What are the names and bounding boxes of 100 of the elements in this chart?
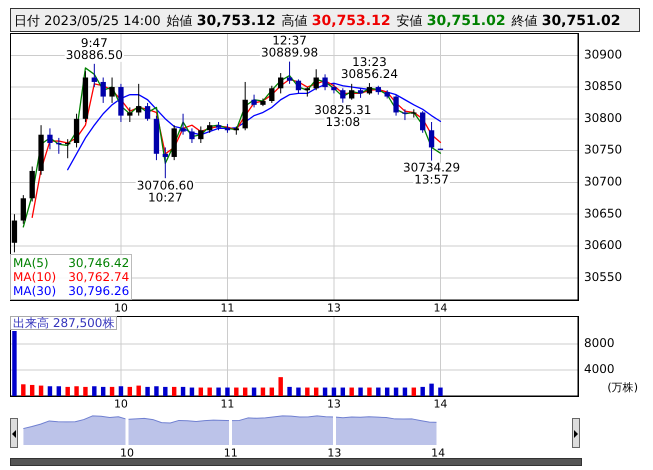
- y-tick-label: 8000: [584, 336, 615, 350]
- candlestick: [296, 78, 302, 94]
- x-tick-label: 10: [114, 397, 128, 410]
- candlestick: [251, 94, 257, 108]
- candlestick: [322, 74, 328, 91]
- candlestick: [56, 137, 62, 154]
- bar: [296, 388, 301, 396]
- x-tick-label: 14: [431, 446, 446, 460]
- candlestick: [144, 102, 150, 122]
- annotation: 13:23 30856.24: [340, 55, 398, 82]
- annotation: 30,746.42: [68, 256, 130, 270]
- candlestick: [269, 85, 274, 104]
- candlestick: [207, 122, 212, 134]
- candlestick: [189, 128, 195, 144]
- bar: [118, 386, 124, 396]
- candlestick: [109, 77, 115, 104]
- annotation: 12:37 30889.98: [260, 34, 318, 60]
- bar: [234, 388, 239, 396]
- y-tick-label: 30600: [584, 238, 622, 252]
- bar: [367, 388, 372, 396]
- candlestick: [162, 146, 168, 179]
- candlestick: [278, 72, 284, 94]
- annotation: 30734.29 13:57: [402, 160, 460, 187]
- bar: [83, 386, 88, 396]
- bar: [30, 384, 34, 396]
- bar: [278, 377, 283, 396]
- x-tick-label: 14: [433, 397, 448, 410]
- bar: [180, 386, 186, 396]
- bar: [358, 388, 363, 396]
- annotation: 30825.31 13:08: [314, 102, 372, 129]
- y-tick-label: 30650: [584, 206, 622, 220]
- text: MA(10): [13, 270, 56, 284]
- x-tick-label: 13: [326, 397, 341, 410]
- y-tick-label: 30550: [584, 270, 622, 284]
- bar: [270, 388, 274, 396]
- bar: [412, 388, 416, 396]
- bar: [340, 388, 346, 396]
- bar: [74, 386, 79, 396]
- bar: [38, 386, 44, 396]
- candlestick: [47, 128, 53, 150]
- candlestick: [127, 106, 132, 122]
- bar: [216, 388, 221, 396]
- bar: [100, 386, 106, 396]
- candlestick: [198, 126, 204, 144]
- candlestick: [358, 88, 364, 98]
- bar: [314, 388, 318, 396]
- y-tick-label: 30850: [584, 79, 622, 94]
- bar: [322, 388, 328, 396]
- bar: [172, 386, 176, 396]
- annotation: 9:47 30886.50: [66, 36, 123, 62]
- bar: [92, 386, 97, 396]
- chart-title: 日付 2023/05/25 14:00: [14, 14, 161, 29]
- x-tick-label: 11: [220, 397, 234, 410]
- bar: [384, 388, 390, 396]
- y-axis-title: (万株): [607, 380, 638, 395]
- candlestick: [340, 88, 346, 104]
- text: 高値 30,753.12: [282, 13, 391, 29]
- x-tick-label: 13: [326, 301, 341, 314]
- candlestick: [92, 63, 97, 88]
- annotation: 30706.60 10:27: [136, 178, 194, 204]
- text: 始値 30,753.12: [166, 13, 276, 29]
- bar: [225, 388, 230, 396]
- bar: [242, 388, 248, 396]
- candlestick: [100, 77, 106, 104]
- bar: [65, 386, 70, 396]
- bar: [110, 386, 114, 396]
- bar: [402, 388, 408, 396]
- bar: [260, 388, 266, 396]
- candlestick: [366, 82, 372, 96]
- bar: [21, 384, 26, 396]
- candlestick: [65, 138, 70, 159]
- bar: [154, 386, 159, 396]
- bar: [376, 388, 381, 396]
- bar: [56, 386, 62, 396]
- bar: [190, 388, 194, 396]
- bar: [394, 388, 398, 396]
- x-tick-label: 10: [120, 446, 134, 460]
- bar: [12, 330, 17, 396]
- bar: [48, 386, 52, 396]
- candlestick: [428, 122, 434, 162]
- candlestick: [20, 194, 26, 224]
- y-tick-label: 30800: [584, 110, 622, 125]
- text: MA(5): [13, 256, 49, 270]
- bar: [198, 388, 204, 396]
- bar: [332, 388, 336, 396]
- bar: [252, 388, 256, 396]
- candlestick: [393, 94, 399, 116]
- text: 終値 30,751.02: [512, 13, 621, 29]
- bar: [438, 388, 443, 396]
- bar: [420, 386, 425, 396]
- x-tick-label: 10: [114, 301, 128, 314]
- annotation: 30,762.74: [68, 270, 130, 284]
- y-tick-label: 30750: [584, 142, 622, 157]
- y-tick-label: 4000: [584, 362, 615, 376]
- x-tick-label: 13: [327, 446, 342, 460]
- bar: [429, 384, 434, 396]
- text: 安値 30,751.02: [396, 13, 506, 29]
- bar: [349, 388, 354, 396]
- annotation: 30,796.26: [68, 284, 130, 298]
- candlestick: [420, 110, 426, 134]
